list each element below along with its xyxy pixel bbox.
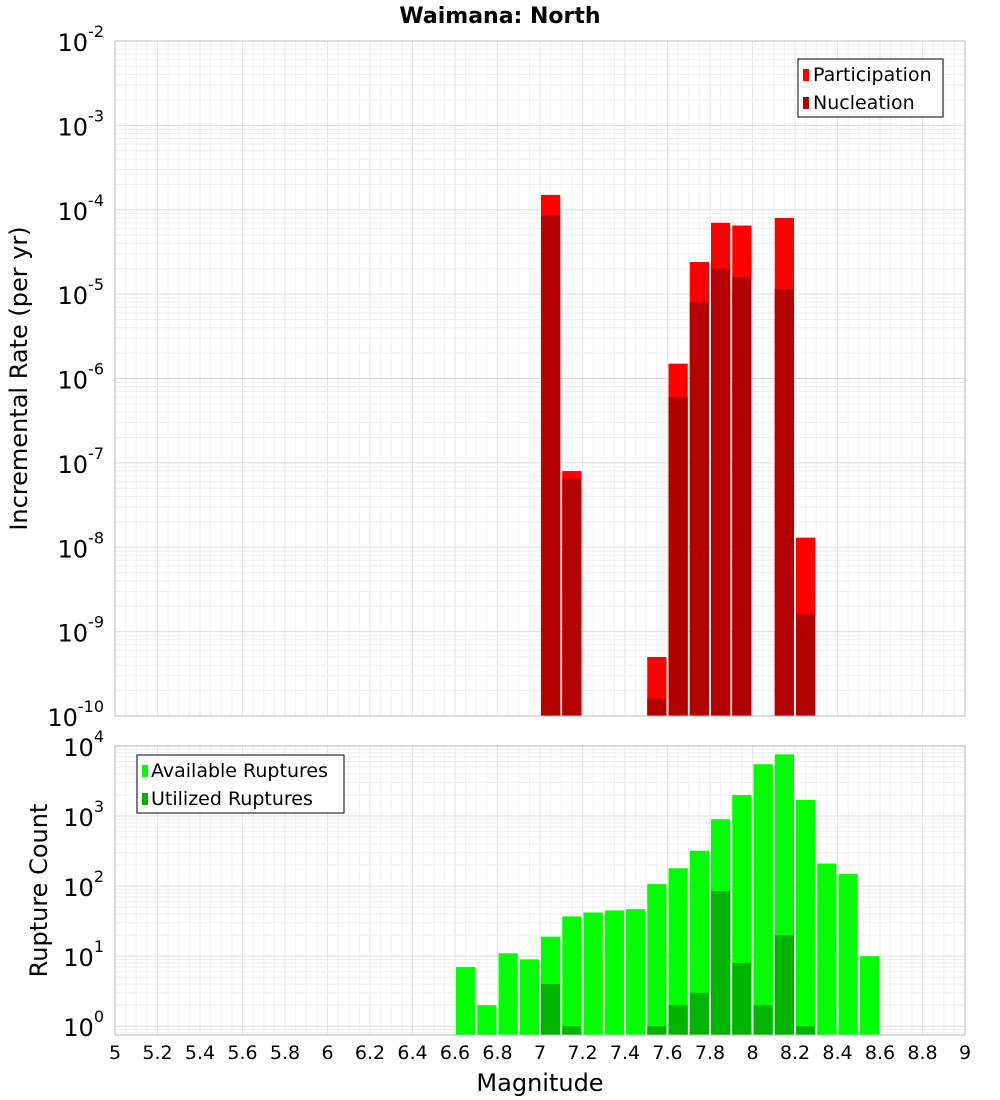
incremental-rate-legend-box	[797, 58, 944, 118]
x-tick-label: 6.4	[397, 1042, 427, 1064]
x-tick-label: 5.8	[270, 1042, 300, 1064]
incremental-rate-y-tick-label: 10-4	[58, 191, 105, 226]
x-tick-label: 8.2	[780, 1042, 810, 1064]
incremental-rate-plot-border	[114, 40, 966, 717]
incremental-rate-y-axis-label: Incremental Rate (per yr)	[5, 226, 33, 530]
rupture-count-y-axis-label: Rupture Count	[25, 804, 53, 978]
utilized-ruptures-bar	[668, 1005, 688, 1035]
x-tick-label: 5.4	[185, 1042, 215, 1064]
nucleation-bar	[647, 698, 667, 716]
x-tick-label: 8.4	[822, 1042, 852, 1064]
x-tick-label: 5	[109, 1042, 121, 1064]
utilized-ruptures-bar	[562, 1026, 582, 1035]
x-tick-label: 7.4	[610, 1042, 640, 1064]
rupture-count-y-tick-label: 100	[63, 1007, 104, 1042]
rupture-count-legend-box	[136, 754, 345, 814]
nucleation-bar	[796, 614, 816, 716]
available-ruptures-bar	[477, 1005, 497, 1035]
chart-title: Waimana: North	[399, 4, 600, 29]
nucleation-bar	[774, 289, 794, 716]
legend-swatch-available-ruptures	[142, 765, 148, 777]
utilized-ruptures-bar	[647, 1026, 667, 1035]
available-ruptures-bar	[604, 910, 624, 1035]
x-tick-label: 7.8	[695, 1042, 725, 1064]
x-tick-label: 6.8	[482, 1042, 512, 1064]
x-tick-label: 5.2	[142, 1042, 172, 1064]
available-ruptures-bar	[626, 909, 646, 1035]
legend-label-participation: Participation	[813, 64, 932, 86]
available-ruptures-bar	[456, 967, 476, 1035]
incremental-rate-y-tick-label: 10-9	[58, 613, 105, 648]
incremental-rate-y-tick-label: 10-5	[58, 275, 105, 310]
x-tick-label: 8.8	[907, 1042, 937, 1064]
x-tick-label: 5.6	[227, 1042, 257, 1064]
available-ruptures-bar	[668, 868, 688, 1035]
available-ruptures-bar	[817, 863, 837, 1035]
rupture-count-y-tick-label: 101	[63, 937, 104, 972]
x-tick-label: 7.2	[567, 1042, 597, 1064]
rupture-count-panel: 100 101 102 103 104 5 5.2 5.4 5.6 5.8 6 6.2 6.4 6.6 6…	[25, 727, 971, 1097]
utilized-ruptures-bar	[796, 1026, 816, 1035]
available-ruptures-bar	[647, 884, 667, 1035]
incremental-rate-y-tick-label: 10-6	[58, 360, 105, 395]
x-tick-label: 7.6	[652, 1042, 682, 1064]
available-ruptures-bar	[689, 850, 709, 1035]
available-ruptures-bar	[519, 959, 539, 1035]
incremental-rate-gridlines	[114, 40, 966, 717]
x-tick-label: 6.6	[440, 1042, 470, 1064]
utilized-ruptures-bar	[689, 992, 709, 1035]
incremental-rate-legend: Participation Nucleation	[797, 58, 944, 118]
nucleation-bar	[668, 397, 688, 716]
legend-label-utilized-ruptures: Utilized Ruptures	[151, 788, 313, 810]
nucleation-bar	[711, 268, 731, 716]
rupture-count-y-ticks: 100 101 102 103 104	[63, 727, 104, 1042]
nucleation-bar	[689, 302, 709, 716]
available-ruptures-bar	[498, 953, 518, 1035]
incremental-rate-y-tick-label: 10-3	[58, 106, 105, 141]
incremental-rate-y-ticks: 10-10 10-9 10-8 10-7 10-6 10-5 10-4 10-3 10-2	[47, 22, 104, 732]
rupture-count-y-tick-label: 102	[63, 867, 104, 902]
magnitude-x-axis-label: Magnitude	[476, 1069, 603, 1097]
legend-swatch-participation	[803, 69, 809, 81]
incremental-rate-y-tick-label: 10-2	[58, 22, 105, 57]
rupture-count-legend: Available Ruptures Utilized Ruptures	[136, 754, 345, 814]
x-tick-label: 6.2	[355, 1042, 385, 1064]
legend-label-nucleation: Nucleation	[813, 92, 915, 114]
nucleation-bars	[541, 215, 816, 717]
available-ruptures-bar	[838, 873, 858, 1035]
nucleation-bar	[541, 215, 561, 717]
utilized-ruptures-bar	[711, 891, 731, 1035]
incremental-rate-panel: 10-10 10-9 10-8 10-7 10-6 10-5 10-4 10-3 10-2 In…	[5, 22, 966, 732]
utilized-ruptures-bars	[541, 891, 816, 1035]
utilized-ruptures-bar	[774, 935, 794, 1035]
available-ruptures-bar	[583, 912, 603, 1035]
incremental-rate-y-tick-label: 10-8	[58, 528, 105, 563]
available-ruptures-bar	[796, 799, 816, 1035]
utilized-ruptures-bar	[753, 1005, 773, 1035]
rupture-count-plot-border	[114, 745, 966, 1036]
legend-label-available-ruptures: Available Ruptures	[151, 760, 328, 782]
utilized-ruptures-bar	[541, 984, 561, 1035]
x-tick-label: 7	[534, 1042, 546, 1064]
x-tick-label: 8	[746, 1042, 758, 1064]
utilized-ruptures-bar	[732, 962, 752, 1035]
x-tick-label: 8.6	[865, 1042, 895, 1064]
rupture-count-y-tick-label: 104	[63, 727, 104, 762]
available-ruptures-bar	[859, 956, 879, 1035]
nucleation-bar	[732, 276, 752, 716]
incremental-rate-y-tick-label: 10-10	[47, 697, 104, 732]
legend-swatch-utilized-ruptures	[142, 793, 148, 805]
rupture-count-y-tick-label: 103	[63, 797, 104, 832]
x-tick-label: 6	[321, 1042, 333, 1064]
magnitude-x-ticks: 5 5.2 5.4 5.6 5.8 6 6.2 6.4 6.6 6.8 7 7.2 7.4 7.6 7.8 8…	[109, 1042, 971, 1064]
available-ruptures-bar	[562, 916, 582, 1035]
incremental-rate-y-tick-label: 10-7	[58, 444, 105, 479]
x-tick-label: 9	[959, 1042, 971, 1064]
legend-swatch-nucleation	[803, 97, 809, 109]
nucleation-bar	[562, 478, 582, 716]
available-ruptures-bar	[753, 764, 773, 1035]
